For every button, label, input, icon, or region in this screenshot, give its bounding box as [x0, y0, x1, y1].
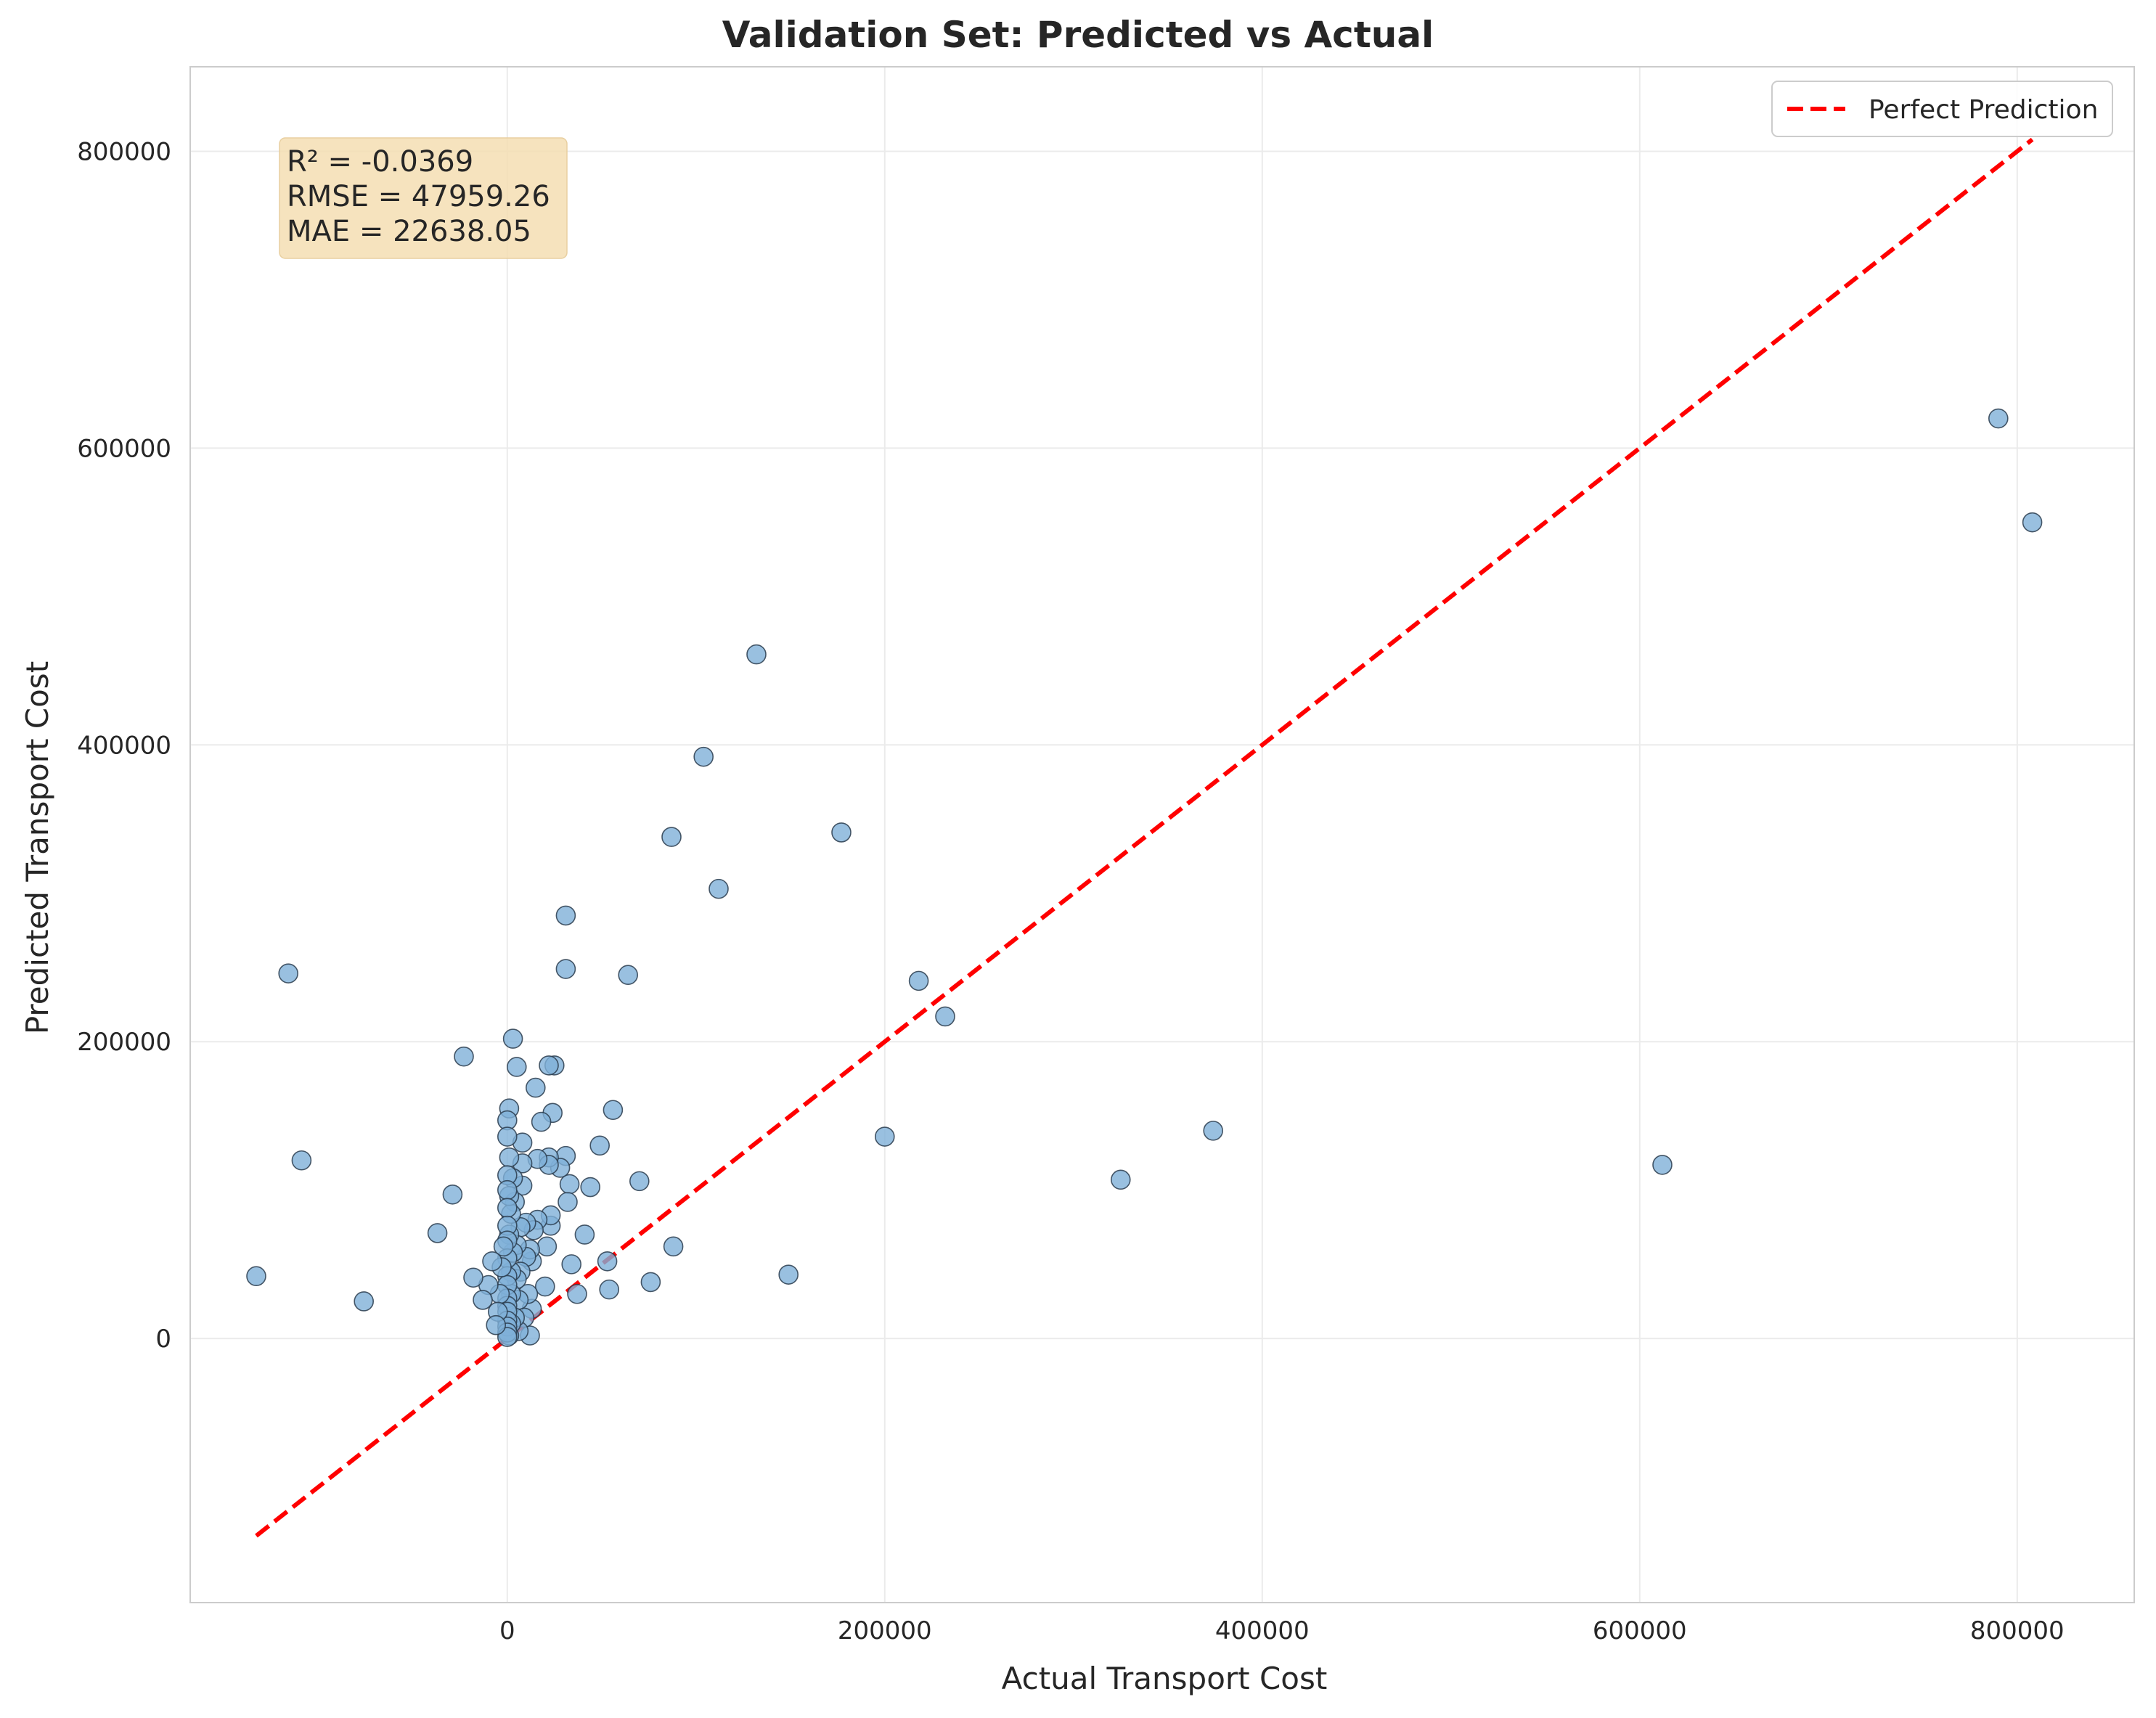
data-point [589, 1135, 611, 1156]
data-point [558, 1192, 578, 1212]
data-point [493, 1236, 514, 1257]
x-tick-label: 400000 [1215, 1616, 1310, 1645]
data-point [497, 1198, 518, 1218]
plot-area [190, 67, 2134, 1603]
data-point [555, 905, 576, 926]
data-point [555, 959, 576, 979]
y-tick-label: 800000 [77, 138, 171, 167]
gridlines [190, 67, 2134, 1603]
data-point [574, 1224, 595, 1245]
data-point [580, 1177, 601, 1198]
data-point [746, 644, 767, 665]
data-point [629, 1171, 650, 1192]
data-point [497, 1126, 518, 1147]
data-point [1111, 1169, 1131, 1190]
data-point [618, 965, 639, 985]
legend: Perfect Prediction [1771, 81, 2113, 137]
data-point [291, 1150, 312, 1171]
y-tick-label: 0 [155, 1325, 171, 1354]
x-tick-label: 600000 [1593, 1616, 1687, 1645]
scatter-points [246, 408, 2043, 1347]
data-point [1652, 1155, 1673, 1175]
data-point [473, 1290, 493, 1310]
data-point [661, 827, 682, 847]
data-point [497, 1179, 518, 1200]
data-point [935, 1006, 955, 1027]
data-point [534, 1276, 555, 1297]
stats-box-background [279, 137, 568, 259]
data-point [354, 1291, 375, 1312]
data-point [567, 1283, 587, 1304]
x-tick-label: 200000 [838, 1616, 932, 1645]
data-point [278, 963, 299, 983]
data-point [597, 1251, 618, 1272]
data-point [1988, 408, 2009, 429]
data-point [709, 878, 729, 899]
data-point [875, 1126, 895, 1147]
data-point [778, 1264, 799, 1285]
y-tick-label: 400000 [77, 731, 171, 760]
stats-rmse: RMSE = 47959.26 [287, 180, 550, 213]
y-tick-label: 200000 [77, 1028, 171, 1057]
stats-r2: R² = -0.0369 [287, 145, 473, 179]
stats-box: R² = -0.0369 RMSE = 47959.26 MAE = 22638… [279, 137, 568, 259]
data-point [486, 1314, 507, 1335]
data-point [831, 822, 852, 843]
data-point [502, 1028, 523, 1049]
data-point [603, 1100, 624, 1121]
legend-box [1771, 81, 2113, 137]
x-axis-label: Actual Transport Cost [1002, 1661, 1328, 1696]
data-point [463, 1267, 483, 1288]
data-point [539, 1055, 559, 1076]
data-point [442, 1184, 463, 1205]
data-point [531, 1111, 552, 1132]
stats-mae: MAE = 22638.05 [287, 215, 531, 248]
data-point [246, 1266, 266, 1287]
data-point [2022, 512, 2043, 533]
data-point [454, 1046, 474, 1067]
data-point [561, 1254, 582, 1275]
data-point [599, 1279, 620, 1300]
x-tick-label: 800000 [1970, 1616, 2065, 1645]
plot-frame [189, 66, 2135, 1603]
data-point [525, 1077, 546, 1098]
y-tick-labels: 0 200000 400000 600000 800000 [77, 138, 171, 1354]
data-point [536, 1236, 558, 1257]
data-point [693, 746, 714, 767]
y-axis-label: Predicted Transport Cost [20, 661, 55, 1034]
data-point [663, 1236, 684, 1257]
data-point [908, 970, 929, 991]
data-point [482, 1251, 502, 1272]
data-point [559, 1174, 580, 1195]
data-point [640, 1272, 661, 1293]
perfect-prediction-line [255, 137, 2034, 1538]
y-tick-label: 600000 [77, 434, 171, 463]
data-point [506, 1057, 527, 1077]
data-point [1203, 1121, 1223, 1141]
x-tick-labels: 0 200000 400000 600000 800000 [499, 1616, 2065, 1645]
chart-title: Validation Set: Predicted vs Actual [722, 14, 1434, 56]
legend-label-perfect-prediction: Perfect Prediction [1869, 95, 2098, 125]
data-point [427, 1223, 448, 1243]
data-point [499, 1147, 520, 1168]
x-tick-label: 0 [499, 1616, 515, 1645]
